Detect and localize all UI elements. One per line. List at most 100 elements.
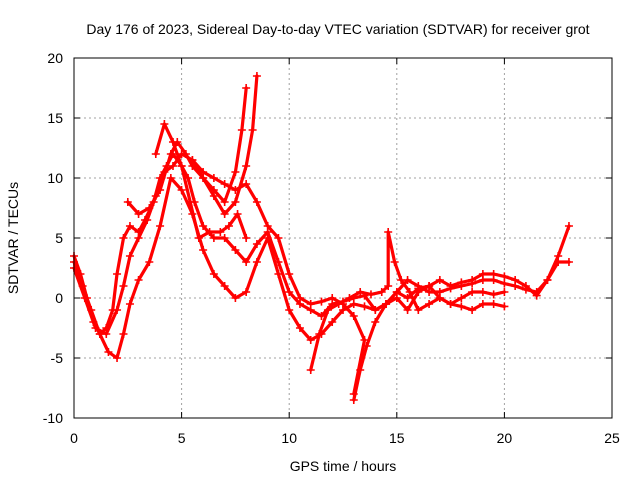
y-tick-label: -10 bbox=[43, 410, 63, 426]
data-point bbox=[315, 330, 324, 338]
data-point bbox=[145, 258, 154, 266]
data-point bbox=[252, 240, 261, 248]
data-point bbox=[199, 222, 208, 230]
grid-lines bbox=[74, 58, 612, 418]
data-point bbox=[177, 162, 186, 170]
data-point bbox=[500, 279, 509, 288]
data-point bbox=[181, 150, 190, 158]
data-point bbox=[468, 279, 477, 288]
data-point bbox=[371, 306, 380, 314]
axis-ticks bbox=[73, 57, 613, 419]
data-point bbox=[489, 300, 498, 308]
data-point bbox=[511, 282, 520, 290]
data-point bbox=[242, 162, 251, 170]
data-point bbox=[390, 258, 399, 266]
data-point bbox=[216, 228, 225, 236]
data-point bbox=[199, 168, 208, 176]
data-point bbox=[489, 276, 498, 284]
data-point bbox=[220, 180, 229, 188]
series-day-8 bbox=[309, 230, 506, 372]
data-point bbox=[405, 288, 414, 296]
data-point bbox=[168, 162, 177, 170]
data-point bbox=[457, 302, 466, 311]
data-point bbox=[252, 258, 261, 266]
data-point bbox=[233, 210, 242, 218]
data-point bbox=[102, 330, 111, 338]
y-tick-label: -5 bbox=[51, 350, 64, 366]
data-point bbox=[263, 234, 272, 242]
data-point bbox=[328, 318, 337, 326]
y-tick-label: 10 bbox=[47, 170, 63, 186]
y-tick-label: 15 bbox=[47, 110, 63, 126]
series-day-1 bbox=[72, 152, 571, 336]
y-axis-label: SDTVAR / TECUs bbox=[5, 182, 21, 294]
data-point bbox=[231, 186, 240, 194]
data-point bbox=[205, 228, 214, 236]
x-tick-labels: 0 5 10 15 20 25 bbox=[70, 430, 620, 446]
data-point bbox=[143, 216, 152, 224]
data-point bbox=[295, 294, 304, 302]
data-point bbox=[489, 290, 498, 299]
data-point bbox=[285, 306, 294, 314]
data-point bbox=[349, 396, 358, 404]
data-point bbox=[285, 270, 294, 278]
data-point bbox=[356, 366, 365, 374]
data-point bbox=[125, 300, 134, 308]
data-point bbox=[306, 336, 315, 344]
data-point bbox=[123, 198, 132, 206]
y-tick-label: 0 bbox=[55, 290, 63, 306]
data-point bbox=[414, 306, 423, 314]
data-point bbox=[209, 270, 218, 278]
data-point bbox=[166, 174, 175, 182]
data-point bbox=[168, 138, 177, 146]
data-point bbox=[119, 282, 128, 290]
data-point bbox=[457, 282, 466, 290]
data-point bbox=[119, 234, 128, 242]
data-point bbox=[194, 234, 203, 242]
data-point bbox=[384, 228, 393, 236]
chart-title: Day 176 of 2023, Sidereal Day-to-day VTE… bbox=[86, 21, 589, 37]
y-tick-label: 20 bbox=[47, 50, 63, 66]
data-point bbox=[521, 285, 530, 294]
data-point bbox=[425, 288, 434, 296]
data-point bbox=[349, 312, 358, 320]
data-point bbox=[446, 300, 455, 308]
data-point bbox=[384, 282, 393, 290]
data-point bbox=[323, 306, 332, 314]
data-point bbox=[478, 288, 487, 296]
data-point bbox=[317, 297, 326, 306]
data-point bbox=[231, 198, 240, 206]
data-point bbox=[306, 300, 315, 308]
data-point bbox=[360, 302, 369, 311]
data-point bbox=[220, 282, 229, 290]
data-point bbox=[125, 222, 134, 230]
data-point bbox=[468, 288, 477, 296]
data-point bbox=[177, 186, 186, 194]
data-point bbox=[349, 300, 358, 308]
data-point bbox=[554, 258, 563, 266]
data-point bbox=[160, 120, 169, 128]
data-point bbox=[145, 204, 154, 212]
data-point bbox=[397, 276, 406, 284]
data-point bbox=[328, 294, 337, 302]
data-point bbox=[237, 126, 246, 134]
data-point bbox=[425, 300, 434, 308]
data-point bbox=[231, 246, 240, 254]
data-point bbox=[242, 288, 251, 296]
data-point bbox=[377, 288, 386, 296]
y-tick-labels: -10 -5 0 5 10 15 20 bbox=[43, 50, 63, 426]
data-point bbox=[134, 234, 143, 242]
x-tick-label: 20 bbox=[497, 430, 513, 446]
data-point bbox=[209, 234, 218, 242]
data-point bbox=[435, 294, 444, 302]
data-point bbox=[532, 288, 541, 296]
data-point bbox=[248, 126, 257, 134]
data-point bbox=[263, 222, 272, 230]
series-day-7 bbox=[352, 260, 571, 402]
data-point bbox=[414, 282, 423, 290]
data-point bbox=[188, 156, 197, 164]
data-point bbox=[199, 246, 208, 254]
data-point bbox=[209, 186, 218, 194]
data-point bbox=[382, 300, 391, 308]
data-point bbox=[285, 288, 294, 296]
